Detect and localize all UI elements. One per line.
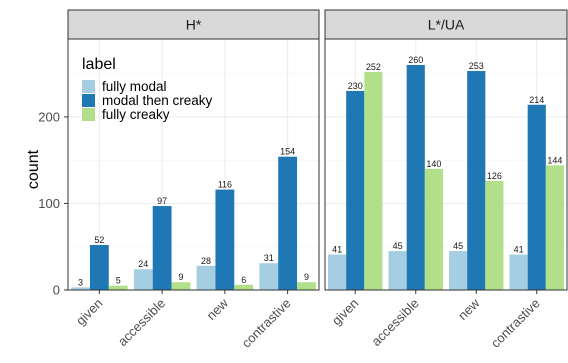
bar-value-label: 154	[280, 147, 295, 157]
bar-value-label: 3	[78, 277, 83, 287]
bar-value-label: 144	[547, 155, 562, 165]
facet-strip-label: H*	[186, 17, 202, 33]
bar	[171, 282, 191, 290]
bar-value-label: 214	[529, 95, 544, 105]
y-axis-title: count	[25, 149, 42, 189]
bar	[388, 251, 407, 290]
bar	[234, 284, 254, 290]
panel-border	[67, 38, 320, 291]
bar	[545, 165, 564, 290]
bar-value-label: 24	[138, 259, 148, 269]
bar-value-label: 31	[264, 253, 274, 263]
y-tick-label: 0	[53, 283, 60, 298]
x-tick-label: contrastive	[488, 296, 543, 351]
bar-value-label: 41	[514, 245, 524, 255]
bar-value-label: 260	[408, 55, 423, 65]
bar-value-label: 230	[348, 81, 363, 91]
bar-value-label: 5	[116, 276, 121, 286]
bar	[297, 282, 316, 290]
bar	[485, 180, 504, 290]
bar-value-label: 253	[469, 61, 484, 71]
bar-value-label: 45	[393, 241, 403, 251]
bar	[108, 285, 128, 290]
bar-value-label: 9	[304, 272, 309, 282]
x-tick-label: accessible	[115, 296, 169, 350]
legend-label: fully modal	[102, 79, 167, 94]
bar	[152, 206, 172, 290]
bar	[509, 254, 528, 290]
x-tick-label: accessible	[368, 296, 422, 350]
bar	[449, 251, 468, 290]
bar-value-label: 9	[178, 272, 183, 282]
bar-value-label: 41	[332, 245, 342, 255]
y-tick-label: 200	[38, 109, 60, 124]
bar	[364, 71, 383, 291]
bar	[328, 254, 347, 290]
x-tick-label: new	[204, 295, 232, 323]
legend-label: modal then creaky	[102, 93, 213, 108]
y-tick-label: 100	[38, 196, 60, 211]
bar-value-label: 52	[94, 235, 104, 245]
bar-value-label: 116	[218, 180, 232, 190]
bar-value-label: 6	[241, 275, 246, 285]
bar	[71, 287, 90, 290]
bar	[467, 71, 486, 290]
bar-value-label: 126	[487, 171, 502, 181]
bar-value-label: 97	[157, 196, 167, 206]
bar-value-label: 45	[453, 241, 463, 251]
x-tick-label: contrastive	[239, 296, 294, 351]
x-tick-label: given	[73, 296, 106, 329]
bar	[89, 244, 109, 290]
facet-strip-label: L*/UA	[428, 17, 465, 33]
x-tick-label: given	[329, 296, 362, 329]
bar	[215, 189, 235, 290]
legend-title: label	[82, 56, 116, 73]
bar-value-label: 140	[426, 159, 441, 169]
x-tick-label: new	[455, 295, 483, 323]
bar	[133, 269, 153, 290]
panel-background	[68, 39, 319, 290]
legend-key	[82, 108, 95, 121]
bar	[527, 104, 546, 290]
bar	[424, 168, 443, 290]
bar	[278, 156, 298, 290]
bar	[196, 265, 216, 290]
panel-border	[324, 38, 568, 291]
bar	[259, 263, 279, 290]
legend-label: fully creaky	[102, 107, 170, 122]
bar	[406, 64, 425, 290]
legend-key	[82, 94, 95, 107]
facet-strip	[67, 9, 320, 40]
bar-value-label: 28	[201, 256, 211, 266]
bar	[346, 90, 365, 291]
legend-key	[82, 80, 95, 93]
bar-value-label: 252	[366, 62, 381, 72]
